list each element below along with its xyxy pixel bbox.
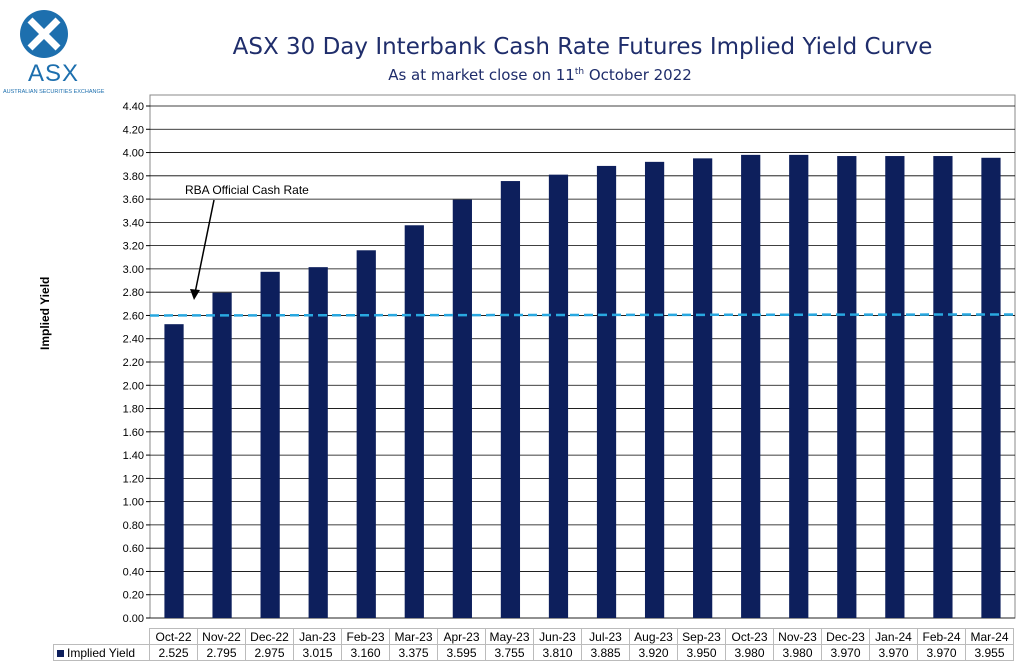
y-tick-label: 0.00 bbox=[123, 613, 144, 625]
y-tick-label: 4.40 bbox=[123, 101, 144, 113]
y-tick-label: 0.60 bbox=[123, 543, 144, 555]
data-label: 3.810 bbox=[533, 644, 582, 661]
bar-dec-23 bbox=[837, 156, 857, 618]
y-tick-label: 3.80 bbox=[123, 171, 144, 183]
data-label: 3.595 bbox=[437, 644, 486, 661]
category-label: Feb-23 bbox=[341, 628, 390, 645]
legend-entry: Implied Yield bbox=[53, 644, 150, 661]
y-tick-label: 0.20 bbox=[123, 590, 144, 602]
data-label: 3.970 bbox=[917, 644, 966, 661]
category-label: May-23 bbox=[485, 628, 534, 645]
bar-mar-24 bbox=[981, 157, 1001, 619]
data-label: 3.970 bbox=[821, 644, 870, 661]
category-label: Nov-23 bbox=[773, 628, 822, 645]
category-label: Aug-23 bbox=[629, 628, 678, 645]
data-label: 3.755 bbox=[485, 644, 534, 661]
data-label: 3.950 bbox=[677, 644, 726, 661]
chart-title: ASX 30 Day Interbank Cash Rate Futures I… bbox=[232, 34, 933, 60]
asx-logo: ASX AUSTRALIAN SECURITIES EXCHANGE bbox=[0, 0, 120, 100]
y-tick-label: 1.20 bbox=[123, 473, 144, 485]
bar-mar-23 bbox=[404, 225, 424, 619]
subtitle-text: As at market close on 11 bbox=[388, 66, 575, 84]
data-label: 2.975 bbox=[245, 644, 294, 661]
bar-nov-22 bbox=[212, 292, 232, 618]
bar-feb-23 bbox=[356, 250, 376, 619]
y-tick-label: 1.60 bbox=[123, 427, 144, 439]
y-tick-label: 3.00 bbox=[123, 264, 144, 276]
arrow-head-icon bbox=[190, 289, 200, 300]
subtitle-sup: th bbox=[574, 67, 585, 77]
data-label: 3.375 bbox=[389, 644, 438, 661]
bar-jan-24 bbox=[885, 156, 905, 618]
data-label: 3.980 bbox=[773, 644, 822, 661]
y-tick-label: 2.40 bbox=[123, 334, 144, 346]
category-label: Nov-22 bbox=[197, 628, 246, 645]
data-label: 2.525 bbox=[149, 644, 198, 661]
y-tick-label: 2.00 bbox=[123, 380, 144, 392]
data-label: 3.970 bbox=[869, 644, 918, 661]
y-tick-label: 1.00 bbox=[123, 497, 144, 509]
bar-aug-23 bbox=[644, 161, 665, 618]
data-label: 3.980 bbox=[725, 644, 774, 661]
y-tick-label: 0.40 bbox=[123, 566, 144, 578]
data-label: 3.160 bbox=[341, 644, 390, 661]
table-corner bbox=[54, 629, 150, 645]
bar-feb-24 bbox=[933, 156, 953, 618]
bar-oct-22 bbox=[164, 324, 184, 618]
category-label: Oct-23 bbox=[725, 628, 774, 645]
data-label: 3.015 bbox=[293, 644, 342, 661]
y-tick-label: 3.40 bbox=[123, 217, 144, 229]
chart-subtitle: As at market close on 11th October 2022 bbox=[150, 66, 930, 84]
category-label: Sep-23 bbox=[677, 628, 726, 645]
bar-jun-23 bbox=[548, 174, 569, 618]
asx-emblem-icon bbox=[20, 10, 68, 58]
bar-may-23 bbox=[500, 181, 521, 618]
category-label: Jan-24 bbox=[869, 628, 918, 645]
data-label: 3.920 bbox=[629, 644, 678, 661]
logo-text: ASX bbox=[28, 60, 80, 87]
category-label: Jan-23 bbox=[293, 628, 342, 645]
y-tick-label: 2.20 bbox=[123, 357, 144, 369]
category-label: Oct-22 bbox=[149, 628, 198, 645]
category-label: Mar-24 bbox=[965, 628, 1014, 645]
data-label: 3.955 bbox=[965, 644, 1014, 661]
category-label: Jun-23 bbox=[533, 628, 582, 645]
annotation-arrow bbox=[194, 199, 215, 294]
data-table: Oct-22 Nov-22 Dec-22 Jan-23 Feb-23 Mar-23 Apr-… bbox=[53, 628, 1014, 661]
category-label: Dec-23 bbox=[821, 628, 870, 645]
category-label: Feb-24 bbox=[917, 628, 966, 645]
subtitle-text-end: October 2022 bbox=[584, 66, 692, 84]
category-label: Apr-23 bbox=[437, 628, 486, 645]
y-tick-label: 4.00 bbox=[123, 148, 144, 160]
y-tick-label: 3.20 bbox=[123, 241, 144, 253]
bar-jan-23 bbox=[308, 267, 328, 618]
legend-swatch bbox=[57, 649, 64, 657]
y-tick-label: 2.80 bbox=[123, 287, 144, 299]
bar-oct-23 bbox=[741, 154, 761, 618]
bar-apr-23 bbox=[452, 199, 472, 618]
bar-nov-23 bbox=[789, 154, 809, 618]
y-tick-label: 4.20 bbox=[123, 124, 144, 136]
legend-label: Implied Yield bbox=[67, 645, 136, 660]
rba-cash-rate-line bbox=[149, 313, 1016, 317]
y-tick-label: 1.80 bbox=[123, 404, 144, 416]
logo-subtitle: AUSTRALIAN SECURITIES EXCHANGE bbox=[3, 89, 105, 95]
plot-area bbox=[149, 94, 1016, 619]
data-label: 2.795 bbox=[197, 644, 246, 661]
y-tick-label: 0.80 bbox=[123, 520, 144, 532]
category-label: Dec-22 bbox=[245, 628, 294, 645]
bar-jul-23 bbox=[596, 165, 617, 618]
bar-dec-22 bbox=[260, 271, 280, 618]
data-label: 3.885 bbox=[581, 644, 630, 661]
category-label: Mar-23 bbox=[389, 628, 438, 645]
rba-annotation-label: RBA Official Cash Rate bbox=[185, 183, 309, 197]
y-tick-label: 2.60 bbox=[123, 310, 144, 322]
y-tick-label: 3.60 bbox=[123, 194, 144, 206]
y-tick-label: 1.40 bbox=[123, 450, 144, 462]
bar-sep-23 bbox=[693, 158, 713, 618]
category-label: Jul-23 bbox=[581, 628, 630, 645]
